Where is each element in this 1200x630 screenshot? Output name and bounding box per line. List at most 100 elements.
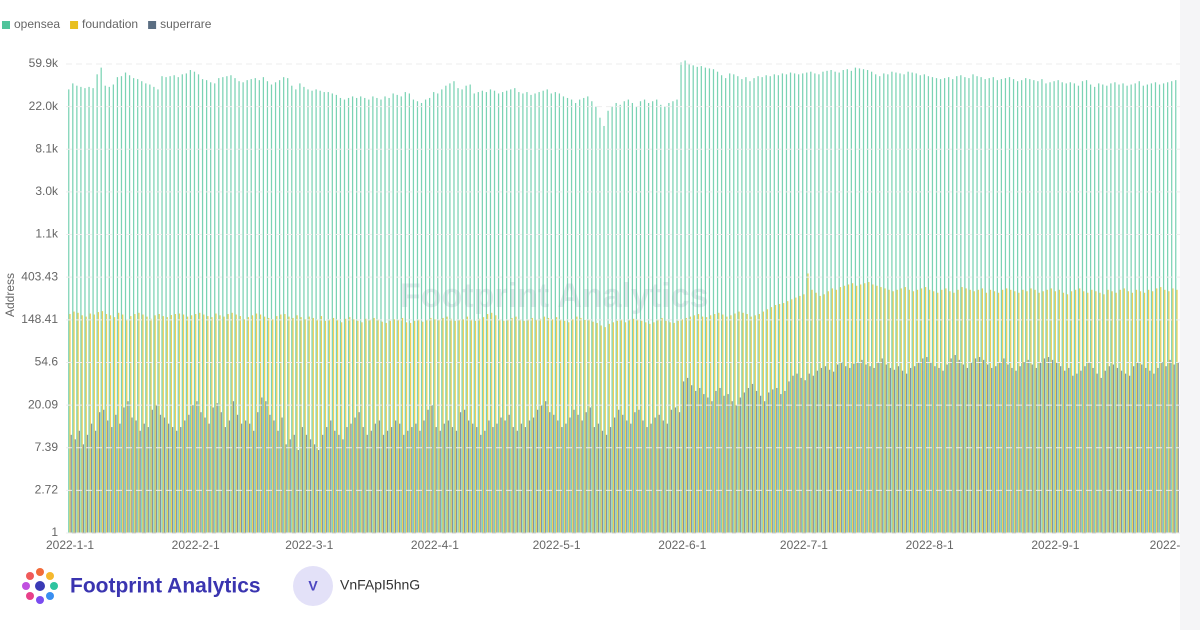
- bar: [539, 318, 541, 533]
- bar: [764, 401, 766, 533]
- bar: [466, 316, 469, 533]
- bar: [101, 311, 104, 533]
- bar: [896, 289, 898, 533]
- bar: [531, 317, 533, 533]
- bar: [178, 313, 181, 533]
- bar: [465, 85, 467, 533]
- x-tick-label: 2022-8-1: [906, 538, 954, 552]
- bar: [270, 84, 273, 533]
- bar: [822, 71, 824, 534]
- bar: [795, 297, 797, 533]
- bar: [1069, 82, 1071, 533]
- bar: [205, 80, 208, 533]
- bar: [94, 430, 97, 533]
- bar: [654, 417, 656, 533]
- bar: [305, 434, 308, 533]
- bar: [1092, 367, 1094, 533]
- bar: [811, 289, 813, 533]
- bar: [887, 74, 889, 533]
- bar: [832, 371, 835, 533]
- bar: [89, 313, 91, 533]
- bar: [966, 367, 969, 533]
- bar: [530, 94, 532, 534]
- bar: [603, 125, 605, 534]
- bar: [80, 86, 82, 533]
- bar: [376, 97, 378, 533]
- bar: [580, 317, 582, 533]
- bar: [916, 289, 919, 533]
- logo-icon: [22, 568, 58, 604]
- bar: [1019, 366, 1021, 533]
- bar: [142, 314, 144, 533]
- bar: [909, 367, 912, 533]
- bar: [962, 364, 964, 533]
- bar: [592, 321, 594, 533]
- bar: [885, 364, 887, 533]
- bar: [600, 325, 602, 533]
- bar: [311, 90, 313, 533]
- bar: [308, 316, 310, 533]
- bar: [1027, 359, 1029, 533]
- bar: [1165, 366, 1167, 533]
- bar: [1157, 367, 1159, 533]
- bar: [1130, 84, 1132, 533]
- bar: [1142, 85, 1144, 533]
- bar: [334, 430, 336, 533]
- bar: [266, 81, 269, 533]
- bar: [346, 427, 348, 533]
- plot: 2022-1-1 2022-2-1 2022-3-1 2022-4-1 2022-5-1…: [46, 60, 1180, 552]
- bar: [246, 80, 248, 533]
- bar: [543, 316, 546, 533]
- bar: [843, 285, 846, 533]
- bar: [684, 60, 686, 533]
- bar: [618, 409, 620, 533]
- bar: [706, 317, 708, 533]
- bar: [405, 322, 408, 533]
- bar: [535, 319, 537, 533]
- bar: [862, 69, 865, 534]
- bar: [191, 315, 193, 533]
- bar: [138, 312, 140, 533]
- bar: [939, 79, 942, 533]
- bar: [793, 73, 796, 533]
- bar: [127, 401, 129, 533]
- x-tick-label: 2022-9-1: [1031, 538, 1079, 552]
- bar: [291, 85, 293, 533]
- bar: [730, 315, 732, 533]
- bar: [512, 427, 514, 533]
- bar: [569, 417, 571, 533]
- bar: [757, 76, 759, 534]
- bar: [459, 412, 462, 533]
- bar: [540, 405, 543, 533]
- bar: [1154, 82, 1157, 533]
- bar: [1008, 77, 1011, 534]
- bar: [680, 62, 682, 534]
- bar: [507, 319, 509, 533]
- bar: [304, 319, 306, 533]
- bar: [68, 89, 70, 534]
- bar: [397, 319, 400, 533]
- bar: [643, 99, 646, 533]
- bar: [1127, 291, 1129, 533]
- bar: [364, 97, 366, 533]
- bar: [400, 96, 402, 534]
- bar: [1131, 292, 1134, 533]
- bar: [1018, 292, 1020, 533]
- bar: [1022, 289, 1024, 533]
- bar: [1138, 81, 1140, 533]
- bar: [612, 322, 614, 533]
- bar: [1147, 289, 1150, 533]
- bar: [111, 427, 113, 533]
- bar: [108, 86, 110, 533]
- bar: [1053, 81, 1055, 533]
- bar: [866, 70, 869, 533]
- user-name: VnFApI5hnG: [340, 577, 420, 593]
- bar: [1115, 292, 1117, 533]
- bar: [630, 423, 632, 533]
- bar: [446, 316, 448, 533]
- bar: [450, 318, 452, 533]
- bar: [880, 287, 882, 533]
- bar: [1176, 289, 1178, 533]
- bar: [181, 74, 183, 533]
- bar: [130, 316, 132, 533]
